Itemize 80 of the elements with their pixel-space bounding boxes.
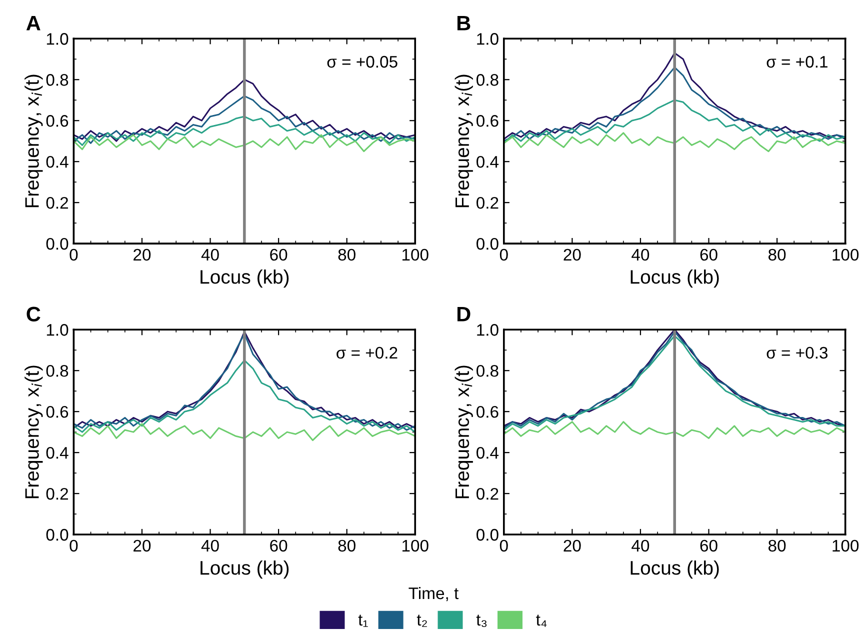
y-tick-label: 0.2 xyxy=(46,488,68,500)
y-tick-label: 0.6 xyxy=(46,406,68,418)
x-tick-label: 60 xyxy=(700,540,718,552)
x-tick-label: 0 xyxy=(500,248,508,261)
x-tick-label: 100 xyxy=(402,248,428,261)
x-tick-label: 60 xyxy=(700,248,718,261)
y-tick-label: 0.4 xyxy=(476,446,499,459)
x-tick-label: 60 xyxy=(270,540,288,552)
line-series xyxy=(504,52,846,140)
x-tick-label: 40 xyxy=(632,248,650,261)
y-tick-label: 0.8 xyxy=(46,364,68,377)
y-tick-label: 0.0 xyxy=(46,528,68,541)
line-series xyxy=(74,423,416,442)
y-tick-label: 0.0 xyxy=(476,528,498,541)
x-tick-label: 20 xyxy=(134,248,151,261)
line-series xyxy=(504,421,846,439)
y-tick-label: 0.8 xyxy=(46,74,68,86)
y-tick-label: 0.4 xyxy=(46,446,68,459)
x-tick-label: 40 xyxy=(201,248,219,261)
line-series xyxy=(74,78,416,142)
y-tick-label: 1.0 xyxy=(46,324,68,336)
line-series xyxy=(504,66,846,142)
y-axis-title: Frequency, x$_{i}$(t) xyxy=(454,366,473,498)
x-axis-title: Locus (kb) xyxy=(630,270,719,288)
legend-label: t₂ xyxy=(416,614,427,627)
y-axis-title: Frequency, x$_{i}$(t) xyxy=(24,74,43,208)
y-tick-label: 0.6 xyxy=(476,115,498,127)
x-tick-label: 100 xyxy=(832,248,859,261)
line-series xyxy=(504,99,846,144)
annotation: σ = +0.05 xyxy=(327,56,398,68)
legend-label: t₁ xyxy=(358,614,368,627)
legend-title: Time, t xyxy=(408,586,459,602)
annotation: σ = +0.1 xyxy=(766,56,828,68)
x-tick-label: 20 xyxy=(564,248,581,261)
x-tick-label: 20 xyxy=(134,540,151,552)
chart-title: D xyxy=(457,306,470,322)
x-axis-title: Locus (kb) xyxy=(630,560,719,579)
x-tick-label: 60 xyxy=(270,248,288,261)
chart-title: C xyxy=(26,306,40,322)
line-series xyxy=(74,134,416,152)
line-series xyxy=(74,95,416,144)
legend-label: t₄ xyxy=(536,614,547,627)
annotation: σ = +0.3 xyxy=(766,346,828,359)
line-series xyxy=(504,132,846,152)
y-tick-label: 0.8 xyxy=(476,74,498,86)
line-series xyxy=(74,360,416,433)
x-tick-label: 20 xyxy=(564,540,581,552)
y-tick-label: 1.0 xyxy=(46,33,68,45)
y-tick-label: 0.0 xyxy=(476,238,498,250)
x-tick-label: 80 xyxy=(338,248,356,261)
x-tick-label: 80 xyxy=(338,540,356,552)
y-tick-label: 0.2 xyxy=(476,488,498,500)
chart-title: B xyxy=(457,16,470,30)
y-tick-label: 0.4 xyxy=(46,156,68,168)
y-tick-label: 1.0 xyxy=(477,33,498,45)
y-tick-label: 0.4 xyxy=(476,156,499,168)
x-tick-label: 40 xyxy=(632,540,650,552)
y-tick-label: 0.2 xyxy=(46,196,68,209)
legend-label: t₃ xyxy=(476,614,487,628)
x-axis-title: Locus (kb) xyxy=(200,560,289,579)
y-axis-title: Frequency, x$_{i}$(t) xyxy=(24,366,43,498)
x-tick-label: 100 xyxy=(402,540,428,552)
x-tick-label: 80 xyxy=(768,540,786,552)
y-tick-label: 0.6 xyxy=(46,115,68,127)
x-tick-label: 0 xyxy=(70,540,78,552)
y-tick-label: 0.0 xyxy=(46,238,68,250)
x-tick-label: 40 xyxy=(201,540,219,552)
y-tick-label: 0.8 xyxy=(476,364,498,377)
annotation: σ = +0.2 xyxy=(336,346,398,359)
chart-title: A xyxy=(26,16,40,30)
y-tick-label: 1.0 xyxy=(477,324,498,336)
y-axis-title: Frequency, x$_{i}$(t) xyxy=(454,74,473,208)
x-axis-title: Locus (kb) xyxy=(200,270,289,288)
x-tick-label: 80 xyxy=(768,248,786,261)
x-tick-label: 100 xyxy=(832,540,859,552)
y-tick-label: 0.2 xyxy=(476,196,498,209)
y-tick-label: 0.6 xyxy=(476,406,498,418)
line-series xyxy=(74,116,416,146)
x-tick-label: 0 xyxy=(500,540,508,552)
x-tick-label: 0 xyxy=(70,248,78,261)
